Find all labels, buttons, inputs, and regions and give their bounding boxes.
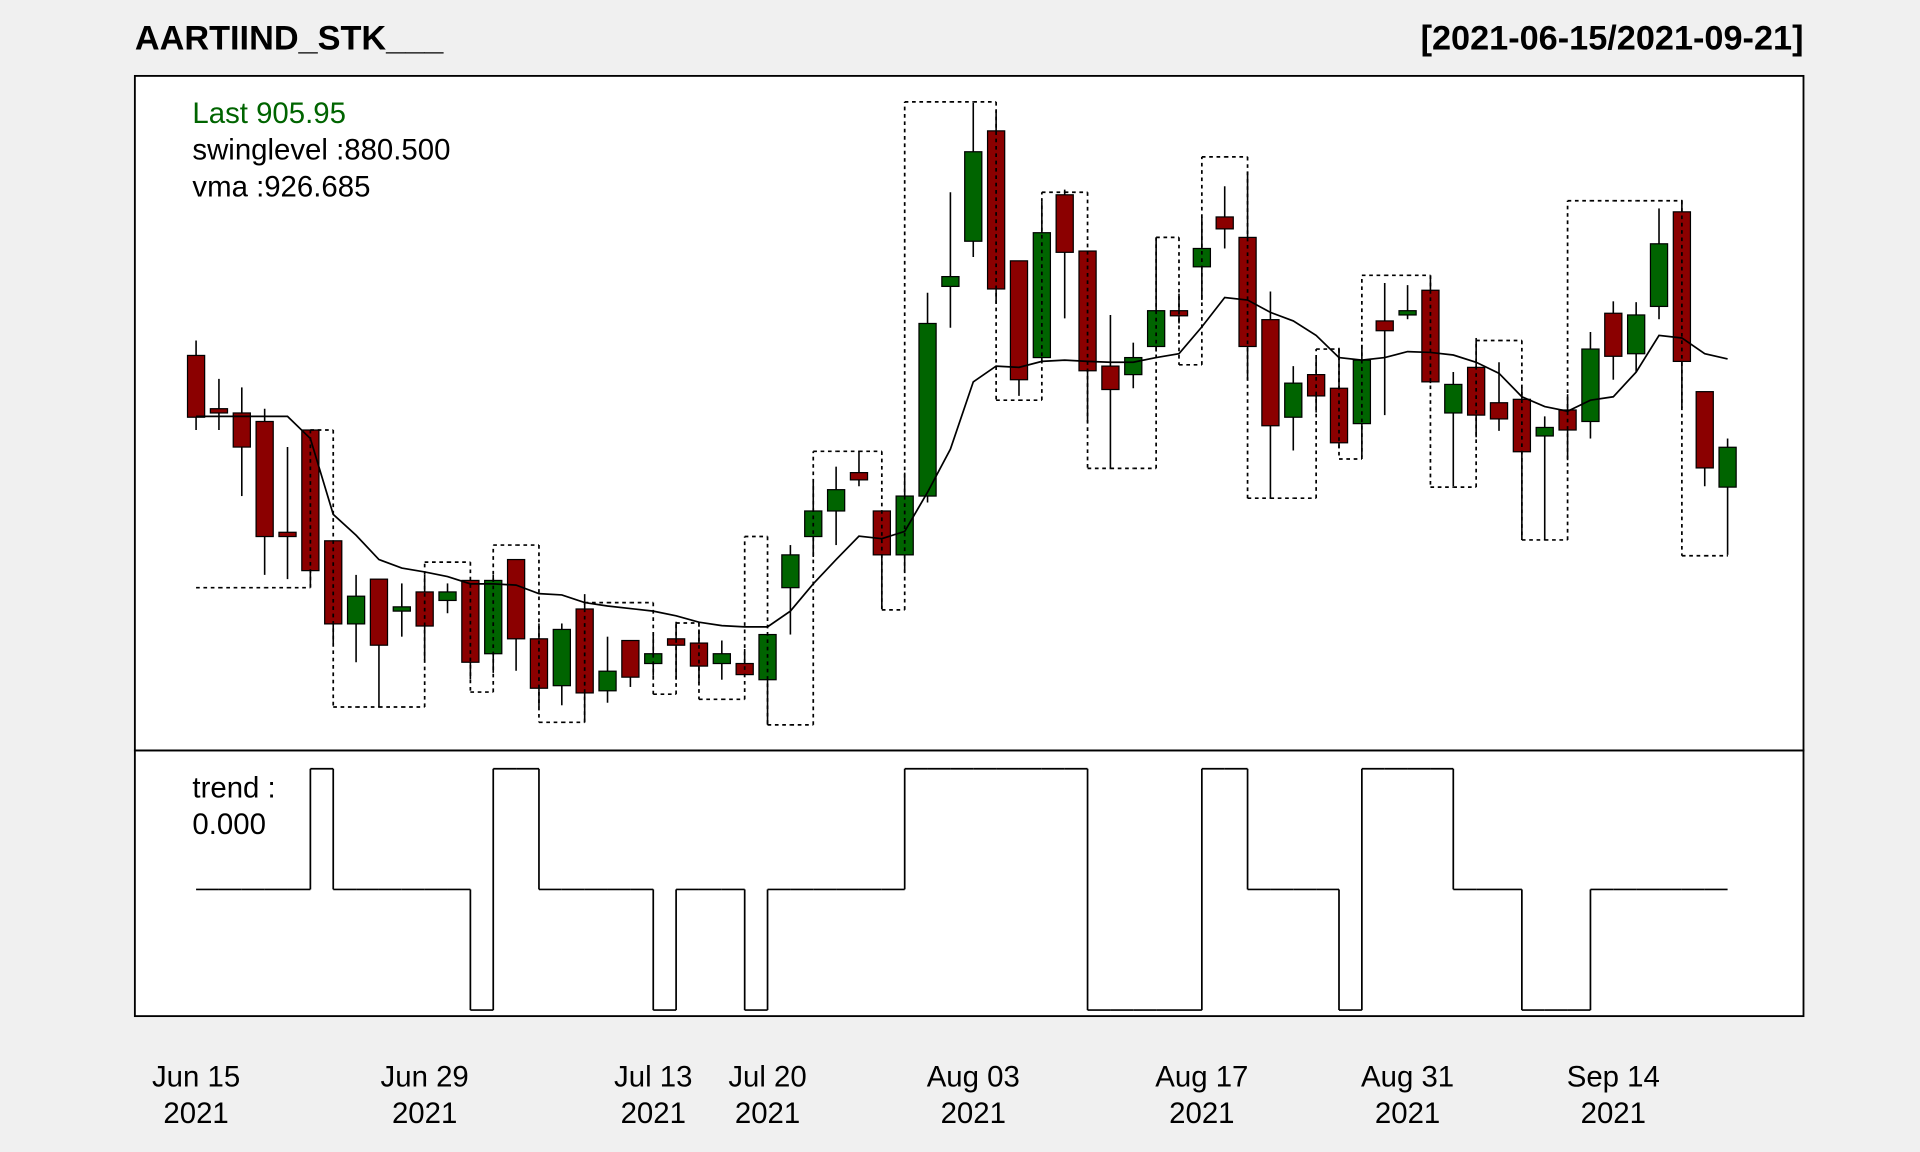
x-tick-label: Jun 29 [381, 1060, 469, 1093]
date-range: [2021-06-15/2021-09-21] [1421, 19, 1804, 57]
candle-body [575, 608, 594, 694]
candle-body [1444, 383, 1463, 414]
candle-body [1101, 365, 1120, 391]
candle-body [941, 275, 960, 288]
candle-body [369, 578, 389, 646]
candle-body [1626, 314, 1646, 355]
candle-body [1718, 446, 1737, 488]
legend-text: trend : [192, 771, 275, 804]
x-tick-label: 2021 [392, 1097, 457, 1130]
x-tick-label: 2021 [735, 1097, 800, 1130]
legend-text: Last 905.95 [192, 97, 346, 130]
x-tick-label: Jul 20 [728, 1060, 806, 1093]
candle-body [964, 151, 983, 242]
candle-body [186, 354, 206, 418]
trend-frame [133, 749, 1805, 1018]
candle-body [1284, 382, 1303, 418]
candle-body [209, 408, 229, 414]
candle-body [1009, 260, 1029, 381]
x-tick-label: Aug 17 [1155, 1060, 1248, 1093]
marks-layer [186, 102, 1737, 725]
candle-body [392, 606, 411, 612]
candle-body [621, 639, 640, 678]
candle-body [278, 531, 297, 538]
trend-panel [134, 750, 1804, 1017]
candle-body [232, 412, 251, 448]
candle-body [1398, 310, 1417, 316]
candle-body [1649, 243, 1669, 308]
x-tick-label: Jun 15 [152, 1060, 240, 1093]
candle-body [1535, 426, 1554, 437]
vma-line [196, 296, 1728, 628]
candle-body [1604, 312, 1623, 357]
candle-body [1055, 194, 1074, 253]
x-tick-label: Aug 03 [927, 1060, 1020, 1093]
legend-text: 0.000 [192, 808, 266, 841]
candle-body [826, 489, 846, 512]
candle-body [1695, 391, 1714, 469]
candle-body [1124, 356, 1143, 376]
candle-body [506, 558, 526, 640]
candle-body [1375, 320, 1394, 332]
x-tick-label: 2021 [1169, 1097, 1234, 1130]
candle-body [598, 670, 617, 692]
grid-layer: Jun 15 2021 Jun 29 2021 Jul 13 2021 Jul 20 2021… [152, 1060, 1660, 1130]
candle-body [438, 591, 457, 602]
x-tick-label: 2021 [1581, 1097, 1646, 1130]
candle-body [849, 472, 869, 481]
x-tick-label: 2021 [163, 1097, 228, 1130]
candle-body [1489, 402, 1509, 420]
candle-body [1215, 216, 1234, 230]
candle-body [1261, 319, 1280, 427]
x-tick-label: Sep 14 [1567, 1060, 1660, 1093]
chart-title: AARTIIND_STK___ [135, 19, 444, 57]
x-tick-label: 2021 [941, 1097, 1006, 1130]
x-tick-label: Jul 13 [614, 1060, 692, 1093]
x-tick-label: Aug 31 [1361, 1060, 1454, 1093]
x-tick-label: 2021 [621, 1097, 686, 1130]
legend-text: vma :926.685 [192, 170, 370, 203]
candle-body [1672, 211, 1692, 363]
candle-body [255, 420, 274, 538]
candle-body [324, 540, 343, 625]
candle-body [346, 595, 366, 625]
legend-text: swinglevel :880.500 [192, 134, 450, 167]
candle-body [918, 322, 937, 497]
candle-body [712, 653, 732, 665]
candle-body [552, 628, 571, 687]
candle-body [1581, 348, 1600, 423]
x-tick-label: 2021 [1375, 1097, 1440, 1130]
candle-body [781, 554, 800, 589]
